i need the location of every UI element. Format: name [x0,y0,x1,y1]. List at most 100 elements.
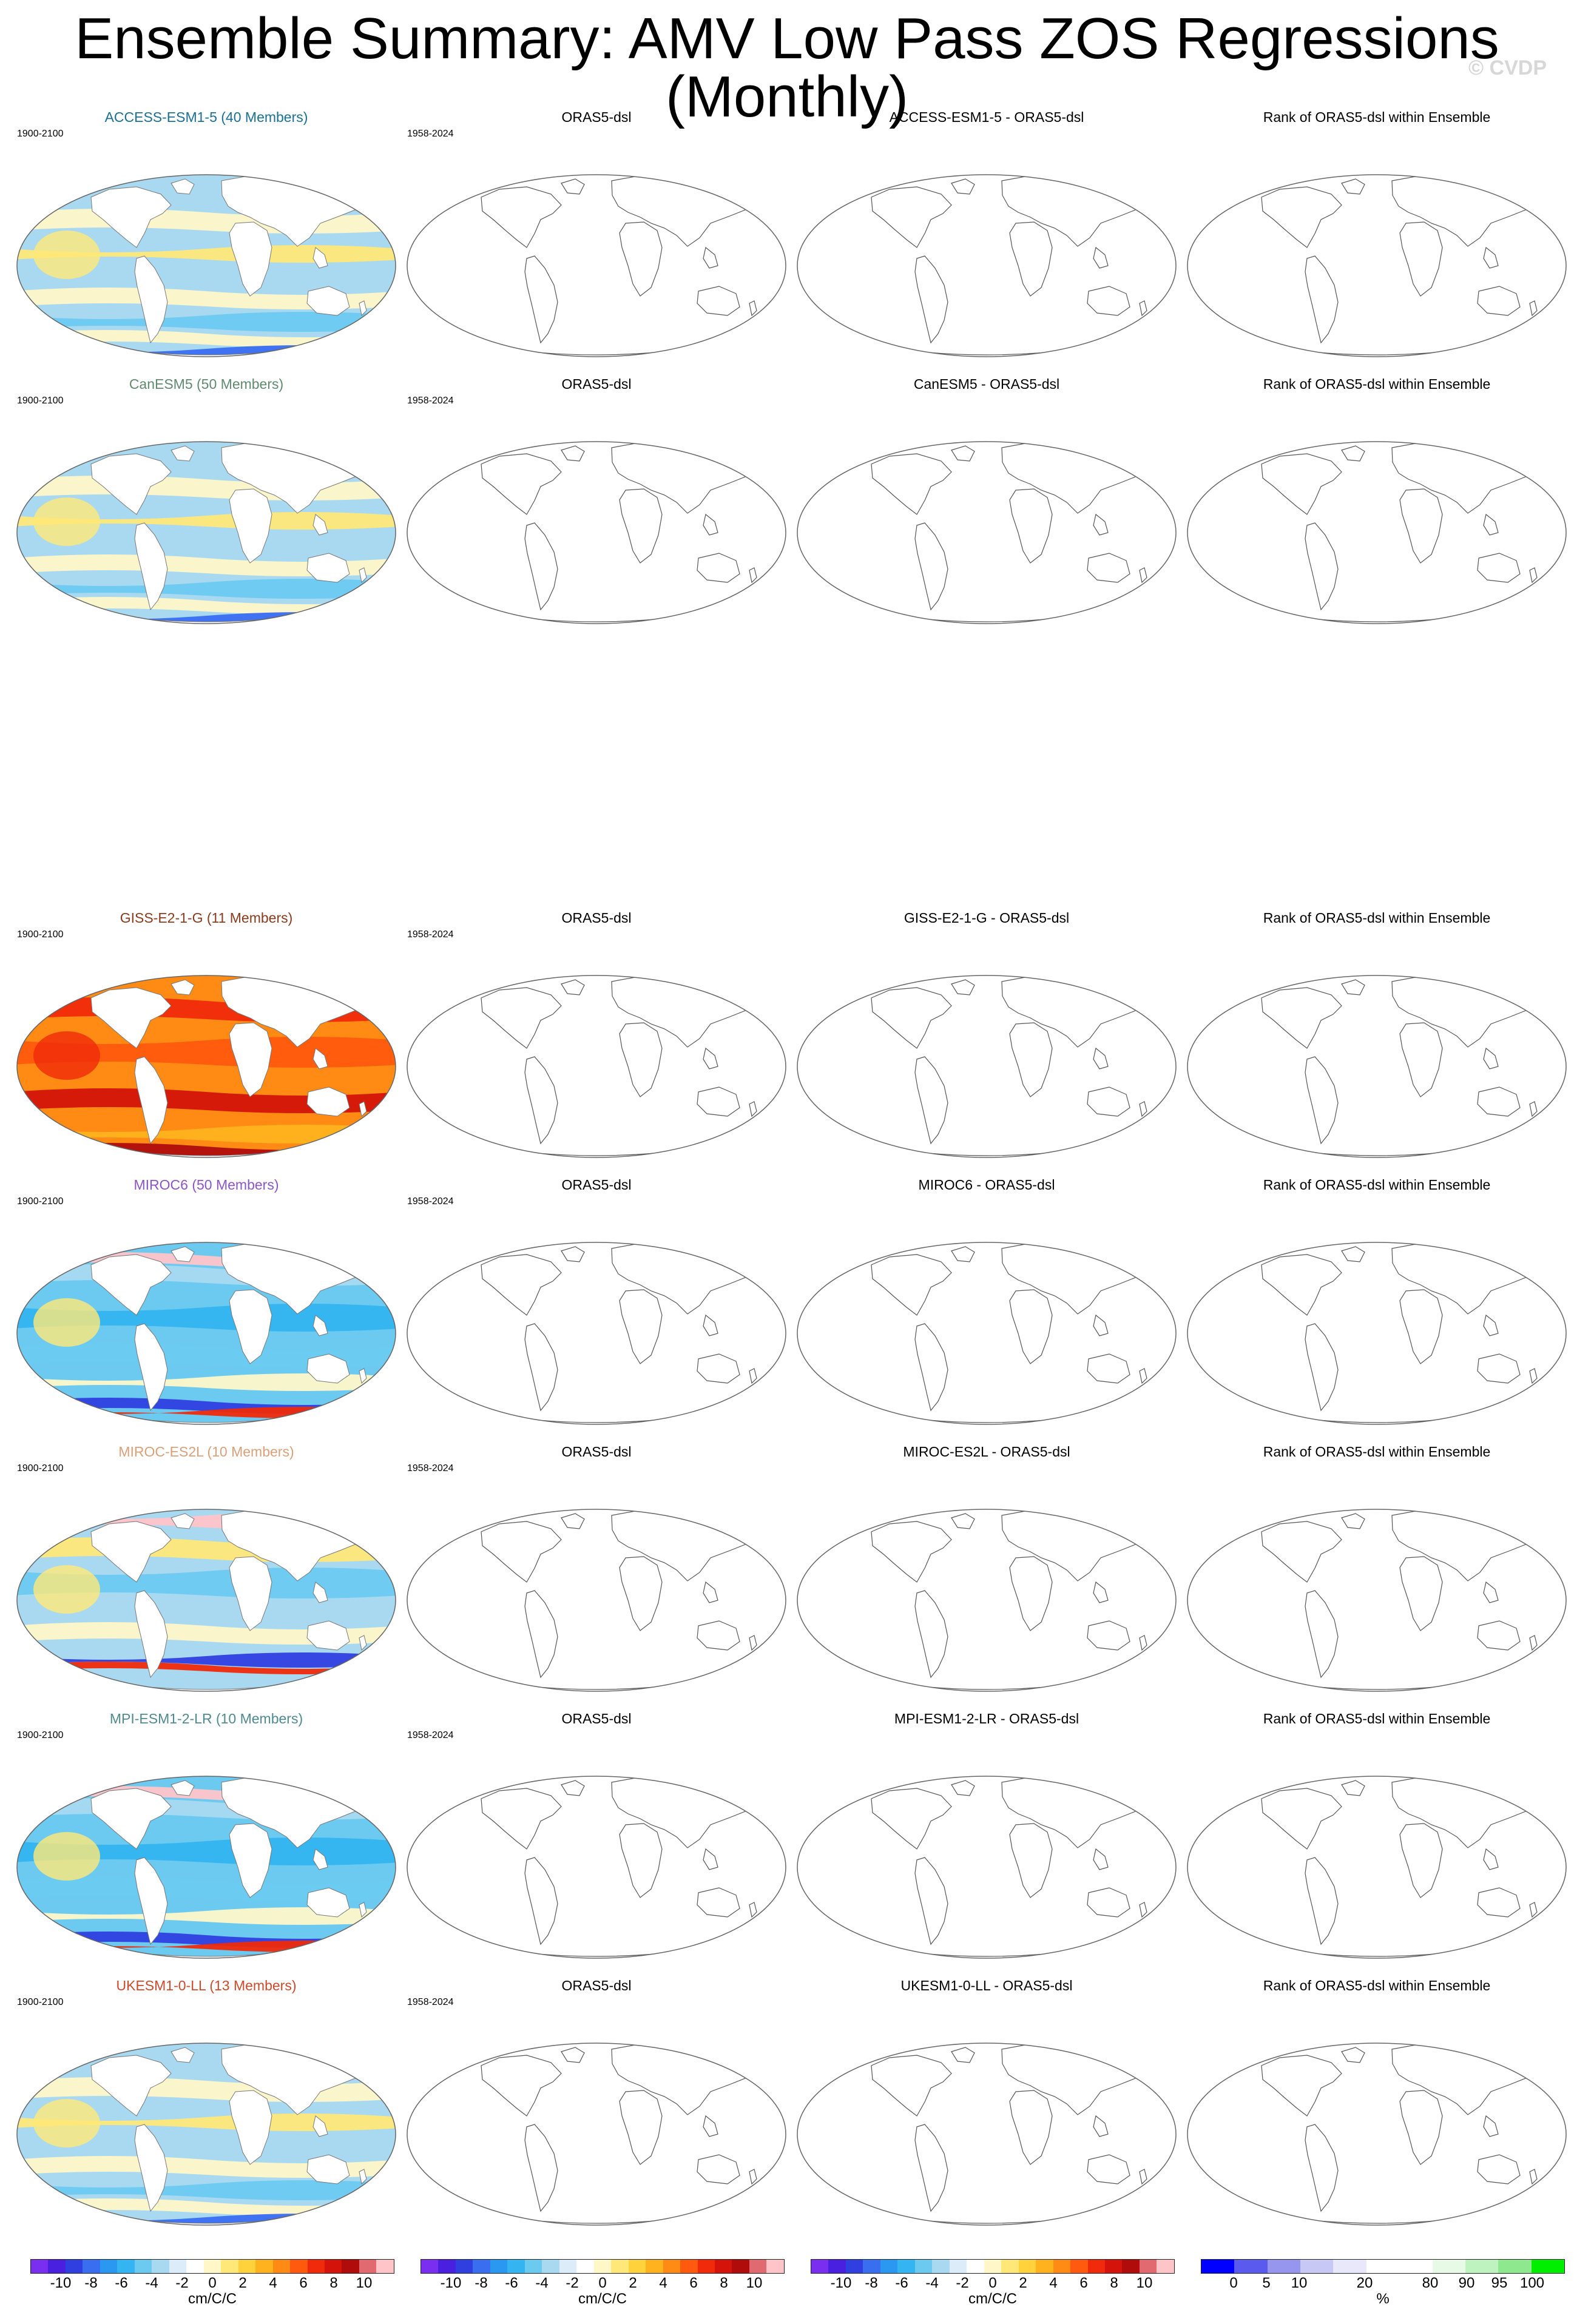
map-panel-diff: GISS-E2-1-G - ORAS5-dsl [792,910,1181,1177]
period-label: 1958-2024 [407,396,454,406]
map-panel-rank: Rank of ORAS5-dsl within Ensemble [1183,1711,1571,1978]
colorbar-swatch [1531,2260,1564,2273]
panel-title: Rank of ORAS5-dsl within Ensemble [1263,1711,1491,1726]
colorbar-swatch [749,2260,767,2273]
colorbar-tick-label: 8 [720,2275,728,2291]
panel-title: MIROC6 - ORAS5-dsl [918,1177,1055,1193]
panel-title: MIROC-ES2L (10 Members) [118,1444,294,1460]
colorbar-swatch [811,2260,829,2273]
colorbar-swatch [1036,2260,1053,2273]
colorbar-swatch [1432,2260,1465,2273]
blank-map [797,1509,1177,1692]
colorbar-swatch [438,2260,456,2273]
colorbar-swatch [1104,2260,1123,2273]
colorbar-swatch [766,2260,784,2273]
period-label: 1958-2024 [407,1730,454,1740]
map-panel-rank: Rank of ORAS5-dsl within Ensemble [1183,1978,1571,2245]
map-panel-obs: ORAS5-dsl 1958-2024 [402,1444,791,1711]
panel-title: ACCESS-ESM1-5 (40 Members) [104,109,308,125]
blank-map [1187,1776,1567,1959]
blank-map [407,975,786,1158]
period-label: 1900-2100 [17,129,64,139]
map-panel-model: MPI-ESM1-2-LR (10 Members) 1900-2100 [12,1711,400,1978]
panel-title: Rank of ORAS5-dsl within Ensemble [1263,1177,1491,1193]
colorbar-tick-label: 8 [1110,2275,1118,2291]
panel-title: GISS-E2-1-G (11 Members) [120,910,293,926]
colorbar-tick-label: -8 [865,2275,878,2291]
colorbar: -10 -8 -6 -4 -2 0 2 4 6 8 10 cm/C/C [30,2259,394,2308]
map-panel-model: GISS-E2-1-G (11 Members) 1900-2100 [12,910,400,1177]
colorbar-swatch [1267,2260,1301,2273]
colorbar-tick-label: 5 [1262,2275,1271,2291]
regression-map [16,975,396,1158]
colorbar-tick-label: -4 [535,2275,549,2291]
panel-title: ORAS5-dsl [561,376,632,392]
map-panel-obs: ORAS5-dsl 1958-2024 [402,109,791,376]
panel-title: CanESM5 - ORAS5-dsl [913,376,1060,392]
panel-title: MIROC-ES2L - ORAS5-dsl [903,1444,1070,1460]
blank-map [797,1776,1177,1959]
map-panel-diff: MPI-ESM1-2-LR - ORAS5-dsl [792,1711,1181,1978]
colorbar-tick-label: 95 [1491,2275,1508,2291]
map-panel-diff: MIROC-ES2L - ORAS5-dsl [792,1444,1181,1711]
colorbar-swatch [897,2260,915,2273]
colorbar-swatch [1157,2260,1174,2273]
regression-map [16,174,396,357]
colorbar-swatch [984,2260,1002,2273]
colorbar-swatch [455,2260,473,2273]
period-label: 1958-2024 [407,1463,454,1474]
colorbar-swatch [611,2260,629,2273]
period-label: 1900-2100 [17,1463,64,1474]
colorbar-tick-label: 2 [629,2275,637,2291]
panel-title: ORAS5-dsl [561,910,632,926]
colorbar-tick-label: 10 [1291,2275,1308,2291]
period-label: 1958-2024 [407,129,454,139]
colorbar-tick-label: -10 [830,2275,852,2291]
map-panel-diff: CanESM5 - ORAS5-dsl [792,376,1181,643]
colorbar-tick-label: -2 [566,2275,579,2291]
colorbar-tick-label: 80 [1422,2275,1439,2291]
panel-title: Rank of ORAS5-dsl within Ensemble [1263,376,1491,392]
colorbar-swatch [845,2260,863,2273]
blank-map [407,174,786,357]
colorbar-swatch [628,2260,646,2273]
colorbar-swatch [134,2260,152,2273]
colorbar-swatch [714,2260,732,2273]
colorbar-tick-label: 0 [598,2275,607,2291]
colorbar-swatch [221,2260,238,2273]
colorbar-tick-label: -6 [115,2275,128,2291]
colorbar-tick-label: 100 [1519,2275,1545,2291]
page-title: Ensemble Summary: AMV Low Pass ZOS Regre… [75,6,1499,129]
colorbar-swatch [473,2260,490,2273]
colorbar-swatch [359,2260,377,2273]
colorbar-tick-label: -2 [175,2275,189,2291]
period-label: 1900-2100 [17,929,64,940]
colorbar-swatch [376,2260,394,2273]
map-panel-rank: Rank of ORAS5-dsl within Ensemble [1183,1177,1571,1444]
panel-title: ORAS5-dsl [561,1978,632,1993]
watermark: © CVDP [1468,56,1547,79]
period-label: 1900-2100 [17,396,64,406]
colorbar-tick-label: 2 [238,2275,247,2291]
panel-title: ORAS5-dsl [561,1444,632,1460]
colorbar-swatch [421,2260,439,2273]
colorbar-swatch [732,2260,749,2273]
colorbar-swatch [186,2260,204,2273]
map-panel-obs: ORAS5-dsl 1958-2024 [402,910,791,1177]
colorbar-tick-label: 0 [1229,2275,1238,2291]
panel-title: ORAS5-dsl [561,109,632,125]
panel-title: Rank of ORAS5-dsl within Ensemble [1263,109,1491,125]
colorbar-tick-label: 90 [1458,2275,1475,2291]
blank-map [1187,1509,1567,1692]
panel-title: Rank of ORAS5-dsl within Ensemble [1263,910,1491,926]
blank-map [407,2043,786,2226]
colorbar-swatch [1018,2260,1036,2273]
colorbar-swatch [324,2260,342,2273]
map-panel-model: MIROC-ES2L (10 Members) 1900-2100 [12,1444,400,1711]
colorbar-tick-label: 6 [299,2275,308,2291]
map-panel-rank: Rank of ORAS5-dsl within Ensemble [1183,109,1571,376]
panel-title: Rank of ORAS5-dsl within Ensemble [1263,1978,1491,1993]
blank-map [1187,2043,1567,2226]
colorbar-swatch [1201,2260,1235,2273]
map-panel-diff: MIROC6 - ORAS5-dsl [792,1177,1181,1444]
